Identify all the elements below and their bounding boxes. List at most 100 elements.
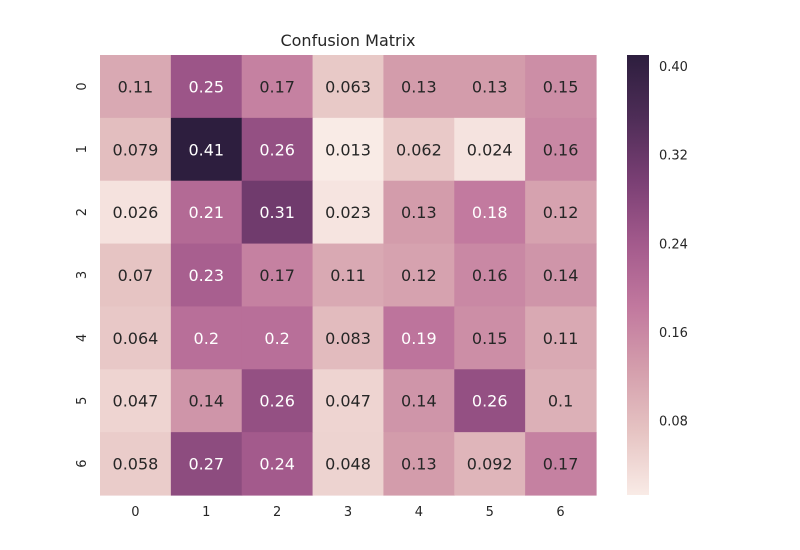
heatmap-cell: [100, 117, 172, 182]
heatmap-cell: [525, 243, 597, 308]
cell-value-label: 0.026: [113, 203, 159, 222]
heatmap-cell: [100, 55, 172, 119]
x-tick-label: 5: [486, 505, 494, 520]
heatmap-cell: [454, 369, 526, 433]
cell-value-label: 0.11: [330, 266, 366, 285]
heatmap-cell: [312, 369, 385, 433]
y-tick-label: 5: [75, 397, 90, 405]
y-tick-label: 4: [75, 334, 90, 342]
heatmap-cell: [312, 243, 385, 308]
heatmap-cell: [525, 55, 597, 119]
x-tick-label: 1: [202, 505, 210, 520]
heatmap-cell: [100, 369, 172, 433]
heatmap-cell: [241, 55, 314, 119]
cell-value-label: 0.31: [259, 203, 295, 222]
cell-value-label: 0.13: [401, 455, 437, 474]
cell-value-label: 0.25: [188, 77, 224, 96]
heatmap-cell: [170, 306, 243, 370]
heatmap-cell: [383, 369, 455, 433]
cell-value-label: 0.13: [401, 203, 437, 222]
cell-value-label: 0.19: [401, 329, 437, 348]
colorbar-tick-label: 0.40: [659, 60, 688, 75]
heatmap-cell: [100, 432, 172, 496]
colorbar-tick-label: 0.16: [659, 326, 688, 341]
colorbar-tick-label: 0.24: [659, 237, 688, 252]
x-tick-label: 3: [344, 505, 352, 520]
cell-value-label: 0.083: [325, 329, 371, 348]
heatmap-cell: [525, 369, 597, 433]
cell-value-label: 0.14: [543, 266, 579, 285]
cell-value-label: 0.013: [325, 140, 371, 159]
y-tick-label: 0: [75, 82, 90, 90]
cell-value-label: 0.13: [401, 77, 437, 96]
cell-value-label: 0.058: [113, 455, 159, 474]
heatmap-cell: [454, 432, 526, 496]
heatmap-cell: [454, 306, 526, 370]
cell-value-label: 0.14: [401, 392, 437, 411]
heatmap-cell: [100, 243, 172, 308]
heatmap-cell: [383, 117, 455, 182]
heatmap-cell: [100, 306, 172, 370]
heatmap-cell: [312, 117, 385, 182]
cell-value-label: 0.27: [188, 455, 224, 474]
cell-value-label: 0.064: [113, 329, 159, 348]
cell-value-label: 0.15: [543, 77, 579, 96]
cell-value-label: 0.17: [259, 77, 295, 96]
heatmap-cell: [241, 180, 314, 245]
cell-value-label: 0.11: [543, 329, 579, 348]
chart-title: Confusion Matrix: [280, 31, 416, 50]
heatmap-cell: [170, 369, 243, 433]
heatmap-cell: [454, 243, 526, 308]
cell-value-label: 0.047: [325, 392, 371, 411]
cell-value-label: 0.047: [113, 392, 159, 411]
heatmap-cell: [454, 117, 526, 182]
heatmap-cell: [170, 243, 243, 308]
heatmap-cell: [312, 55, 385, 119]
cell-value-label: 0.079: [113, 140, 159, 159]
x-tick-label: 0: [131, 505, 139, 520]
heatmap-cell: [241, 369, 314, 433]
cell-value-label: 0.12: [543, 203, 579, 222]
cell-value-label: 0.063: [325, 77, 371, 96]
heatmap-cell: [525, 432, 597, 496]
heatmap-cell: [454, 55, 526, 119]
cell-value-label: 0.1: [548, 392, 573, 411]
heatmap-cell: [383, 180, 455, 245]
colorbar: [627, 55, 649, 495]
cell-value-label: 0.11: [118, 77, 154, 96]
cell-value-label: 0.23: [188, 266, 224, 285]
colorbar-tick-label: 0.32: [659, 149, 688, 164]
heatmap-cell: [100, 180, 172, 245]
x-tick-label: 2: [273, 505, 281, 520]
heatmap-cell: [241, 117, 314, 182]
cell-value-label: 0.092: [467, 455, 513, 474]
y-tick-label: 3: [75, 271, 90, 279]
x-tick-label: 4: [415, 505, 423, 520]
cell-value-label: 0.023: [325, 203, 371, 222]
heatmap-cell: [525, 306, 597, 370]
cell-value-label: 0.18: [472, 203, 508, 222]
cell-value-label: 0.14: [188, 392, 224, 411]
y-tick-label: 2: [75, 208, 90, 216]
cell-value-label: 0.26: [472, 392, 508, 411]
cell-value-label: 0.048: [325, 455, 371, 474]
cell-value-label: 0.17: [259, 266, 295, 285]
x-tick-label: 6: [556, 505, 564, 520]
heatmap-cell: [312, 180, 385, 245]
cell-value-label: 0.26: [259, 140, 295, 159]
heatmap-cell: [383, 306, 455, 370]
heatmap-cell: [525, 180, 597, 245]
cell-value-label: 0.13: [472, 77, 508, 96]
cell-value-label: 0.12: [401, 266, 437, 285]
heatmap-cell: [383, 55, 455, 119]
heatmap-cell: [312, 306, 385, 370]
heatmap-cell: [170, 117, 243, 182]
y-tick-label: 6: [75, 459, 90, 467]
cell-value-label: 0.16: [543, 140, 579, 159]
cell-value-label: 0.024: [467, 140, 513, 159]
cell-value-label: 0.21: [188, 203, 224, 222]
heatmap-cell: [170, 55, 243, 119]
cell-value-label: 0.062: [396, 140, 442, 159]
heatmap-cell: [454, 180, 526, 245]
